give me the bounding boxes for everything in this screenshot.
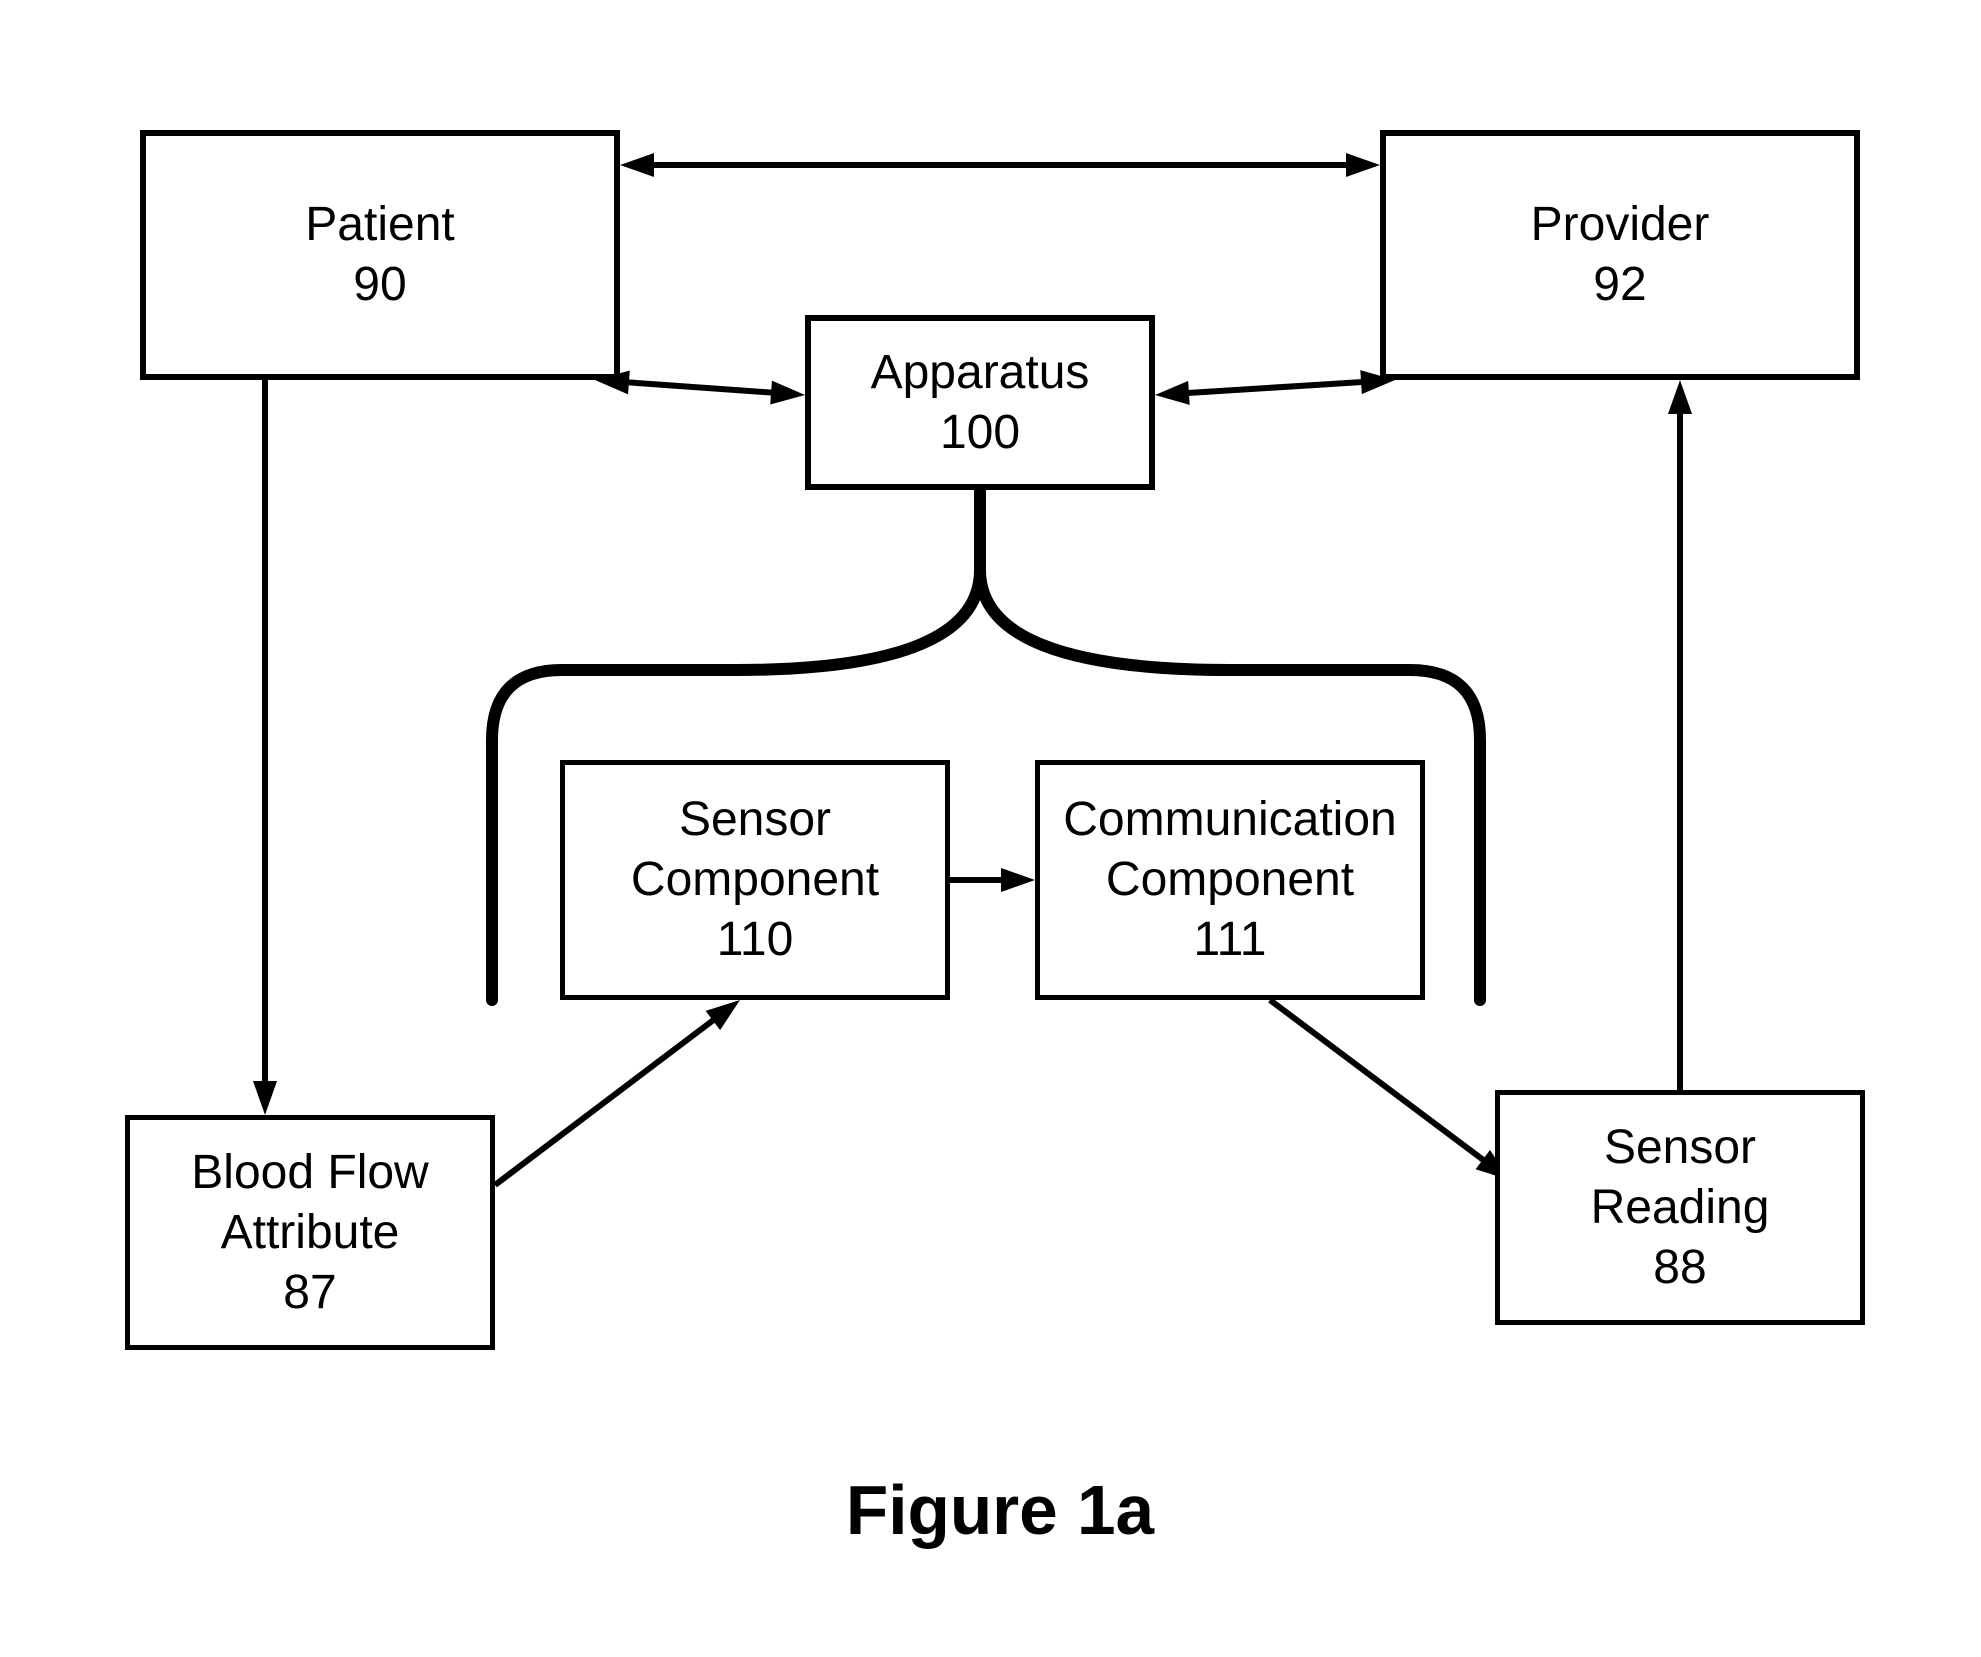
- node-sensor-reading: SensorReading88: [1495, 1090, 1865, 1325]
- node-number: 100: [940, 403, 1020, 463]
- node-number: 110: [717, 910, 794, 970]
- node-label: SensorReading: [1591, 1118, 1770, 1238]
- node-apparatus: Apparatus100: [805, 315, 1155, 490]
- node-label: CommunicationComponent: [1063, 790, 1396, 910]
- node-sensor-component: SensorComponent110: [560, 760, 950, 1000]
- node-number: 87: [283, 1263, 336, 1323]
- node-label: Provider: [1531, 195, 1710, 255]
- node-blood-flow-attribute: Blood FlowAttribute87: [125, 1115, 495, 1350]
- node-label: SensorComponent: [631, 790, 879, 910]
- node-number: 90: [353, 255, 406, 315]
- node-provider: Provider92: [1380, 130, 1860, 380]
- node-label: Apparatus: [871, 343, 1090, 403]
- node-number: 92: [1593, 255, 1646, 315]
- node-label: Blood FlowAttribute: [191, 1143, 428, 1263]
- node-number: 88: [1653, 1238, 1706, 1298]
- node-communication-component: CommunicationComponent111: [1035, 760, 1425, 1000]
- diagram-canvas: Patient90 Provider92 Apparatus100 Sensor…: [0, 0, 1981, 1657]
- node-label: Patient: [305, 195, 454, 255]
- node-patient: Patient90: [140, 130, 620, 380]
- node-number: 111: [1194, 910, 1267, 970]
- figure-caption: Figure 1a: [700, 1470, 1300, 1550]
